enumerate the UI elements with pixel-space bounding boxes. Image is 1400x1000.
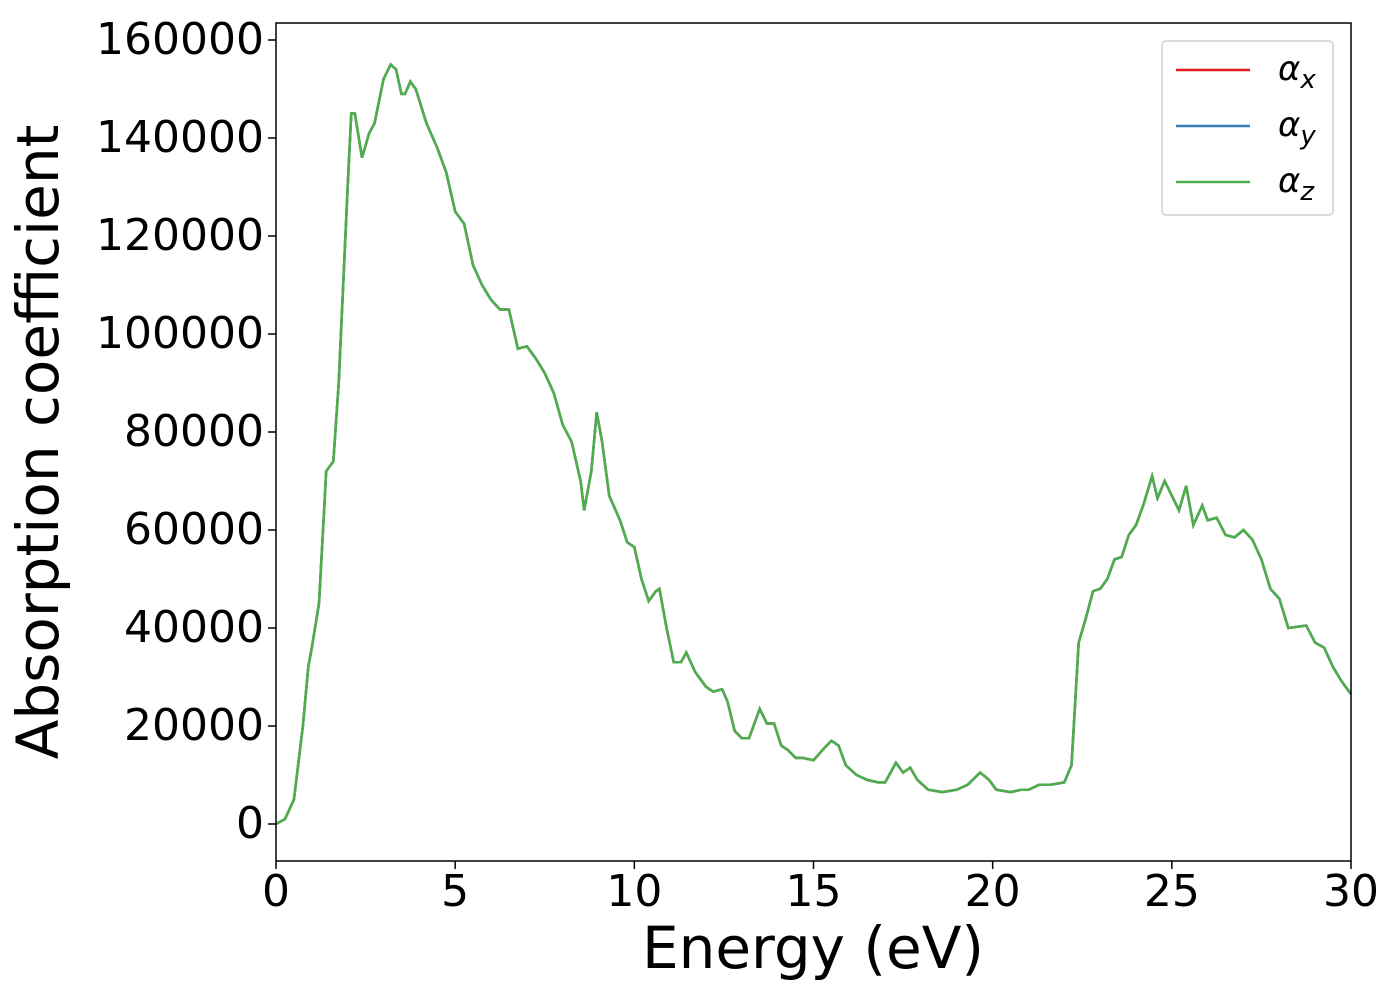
y-tick-label: 160000: [96, 14, 264, 65]
plot-frame: [275, 22, 1352, 862]
y-tick-label: 80000: [124, 406, 264, 457]
y-tick-label: 100000: [96, 308, 264, 359]
y-tick-label: 20000: [124, 700, 264, 751]
legend-label: αy: [1278, 105, 1316, 151]
y-tick-label: 140000: [96, 112, 264, 163]
legend: αx αy αz: [1161, 40, 1334, 216]
x-tick-label: 0: [262, 866, 290, 917]
y-tick-label: 60000: [124, 504, 264, 555]
x-axis-label: Energy (eV): [642, 914, 984, 982]
y-tick-label: 0: [236, 798, 264, 849]
x-tick-label: 10: [606, 866, 662, 917]
y-axis-label: Absorption coefficient: [4, 125, 72, 760]
x-tick-label: 25: [1144, 866, 1200, 917]
legend-label: αx: [1278, 49, 1316, 95]
x-tick-label: 30: [1323, 866, 1379, 917]
legend-box: [1161, 40, 1334, 216]
x-tick-label: 20: [965, 866, 1021, 917]
y-tick-label: 40000: [124, 602, 264, 653]
x-tick-label: 5: [441, 866, 469, 917]
data-line: [275, 62, 1353, 826]
legend-label: αz: [1278, 161, 1315, 207]
y-tick-label: 120000: [96, 210, 264, 261]
x-tick-label: 15: [786, 866, 842, 917]
